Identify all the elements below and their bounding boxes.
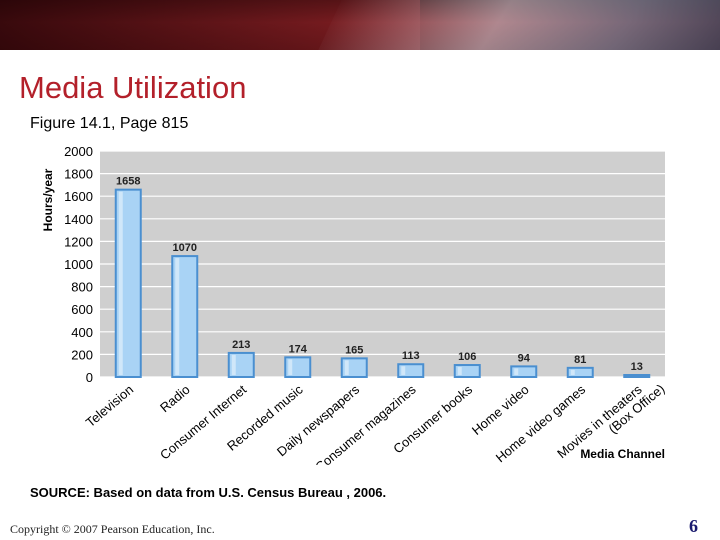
slide-title: Media Utilization — [19, 70, 247, 105]
bar — [453, 364, 481, 379]
bar — [227, 351, 255, 378]
y-tick-label: 600 — [71, 302, 93, 317]
bar-highlight — [344, 360, 349, 375]
y-axis-title: Hours/year — [41, 168, 55, 231]
figure-caption: Figure 14.1, Page 815 — [30, 115, 189, 132]
y-tick-label: 1200 — [64, 234, 93, 249]
category-label: Radio — [157, 382, 193, 415]
bar — [397, 363, 425, 379]
source-note: SOURCE: Based on data from U.S. Census B… — [30, 485, 387, 500]
data-label: 213 — [232, 339, 250, 351]
bar — [510, 365, 538, 379]
bars: 1658 1070 213 174 165 113 106 94 81 13 — [114, 176, 651, 379]
data-label: 174 — [289, 343, 308, 355]
bar — [623, 374, 651, 378]
y-tick-label: 400 — [71, 325, 93, 340]
data-label: 113 — [402, 350, 420, 362]
banner-shine — [309, 0, 720, 50]
y-tick-label: 2000 — [64, 144, 93, 159]
y-axis-label: Hours/year — [41, 168, 55, 231]
bar — [284, 356, 312, 378]
bar-highlight — [401, 366, 406, 375]
category-label: Television — [83, 382, 136, 430]
bar — [566, 366, 594, 378]
data-label: 1658 — [116, 176, 140, 188]
y-tick-label: 1400 — [64, 212, 93, 227]
bar-highlight — [288, 359, 293, 375]
data-label: 81 — [574, 354, 586, 366]
y-tick-label: 200 — [71, 347, 93, 362]
y-tick-label: 1000 — [64, 257, 93, 272]
category-label-line: Television — [83, 382, 136, 430]
data-label: 13 — [631, 361, 643, 373]
y-axis-ticks: 0 200 400 600 800 1000 1200 1400 1600 1800 2000 — [64, 144, 93, 385]
copyright-notice: Copyright © 2007 Pearson Education, Inc. — [10, 522, 215, 536]
y-tick-label: 800 — [71, 280, 93, 295]
bar-highlight — [457, 367, 462, 375]
bar-highlight — [231, 354, 236, 375]
bar — [171, 255, 199, 378]
x-axis-label: Media Channel — [580, 447, 665, 461]
bar-highlight — [514, 368, 519, 375]
bar-chart: 1658 1070 213 174 165 113 106 94 81 13 0 200 400 600… — [41, 144, 667, 465]
data-label: 1070 — [173, 242, 197, 254]
bar-highlight — [175, 258, 180, 375]
header-banner — [0, 0, 720, 50]
category-label-line: Radio — [157, 382, 193, 415]
data-label: 165 — [345, 344, 363, 356]
bar — [114, 188, 142, 379]
bar-highlight — [570, 369, 575, 375]
y-tick-label: 1800 — [64, 167, 93, 182]
y-tick-label: 1600 — [64, 189, 93, 204]
data-label: 106 — [458, 351, 476, 363]
bar — [340, 357, 368, 378]
page-number: 6 — [689, 516, 698, 536]
bar-highlight — [118, 191, 123, 375]
y-tick-label: 0 — [86, 370, 93, 385]
data-label: 94 — [518, 352, 531, 364]
